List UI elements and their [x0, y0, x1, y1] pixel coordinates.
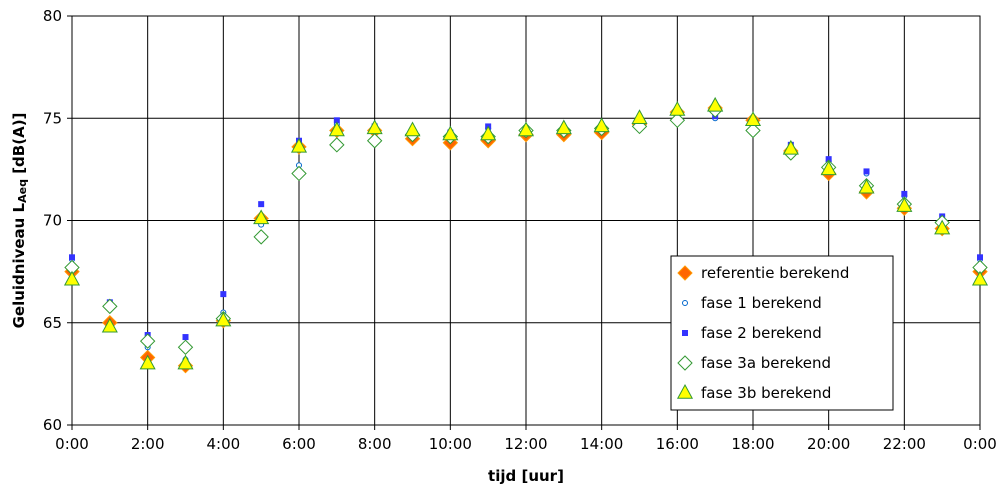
series-5	[63, 96, 989, 370]
x-tick-label: 16:00	[656, 435, 699, 453]
y-tick-label: 60	[43, 416, 62, 434]
legend-marker	[677, 265, 693, 281]
data-point	[139, 333, 156, 349]
data-point	[290, 137, 308, 153]
x-tick-label: 22:00	[883, 435, 926, 453]
data-point	[102, 298, 118, 315]
data-point	[669, 101, 686, 116]
data-point	[555, 119, 572, 135]
x-axis-title: tijd [uur]	[488, 467, 564, 485]
data-point	[215, 311, 232, 327]
x-tick-label: 2:00	[131, 435, 165, 453]
y-tick-label: 80	[43, 7, 62, 25]
legend-box	[670, 255, 894, 411]
data-point	[858, 178, 875, 194]
y-tick-label: 65	[43, 314, 62, 332]
data-point	[258, 201, 265, 208]
legend-marker	[682, 300, 688, 306]
x-tick-label: 6:00	[282, 435, 316, 453]
data-point	[631, 109, 648, 124]
legend-item: fase 3b berekend	[676, 383, 831, 402]
x-tick-label: 10:00	[429, 435, 472, 453]
y-axis-title-unit: [dB(A)]	[10, 113, 28, 179]
data-point	[820, 160, 837, 176]
data-point	[366, 133, 383, 149]
legend-label: fase 3b berekend	[701, 384, 831, 402]
x-tick-label: 8:00	[358, 435, 392, 453]
data-point	[220, 291, 227, 298]
x-tick-label: 18:00	[731, 435, 774, 453]
y-axis-title: Geluidniveau LAeq [dB(A)]	[10, 113, 29, 329]
legend-item: fase 1 berekend	[682, 294, 822, 312]
x-tick-label: 4:00	[206, 435, 240, 453]
x-tick-label: 20:00	[807, 435, 850, 453]
x-tick-label: 12:00	[504, 435, 547, 453]
legend-label: fase 2 berekend	[701, 324, 822, 342]
data-point	[139, 354, 156, 370]
y-axis-title-subscript: Aeq	[16, 179, 29, 203]
data-point	[669, 112, 686, 129]
data-point	[291, 165, 307, 182]
legend-item: fase 2 berekend	[682, 324, 822, 342]
y-tick-label: 75	[43, 109, 62, 127]
y-tick-label: 70	[43, 212, 62, 230]
data-point	[707, 96, 724, 112]
legend-marker	[682, 330, 688, 336]
data-point	[63, 270, 81, 286]
data-point	[971, 270, 989, 286]
x-tick-label: 14:00	[580, 435, 623, 453]
data-point	[366, 119, 383, 135]
legend: referentie berekend fase 1 berekend fase 2…	[670, 255, 894, 411]
data-point	[977, 254, 983, 261]
data-point	[517, 121, 535, 137]
data-point	[101, 317, 118, 333]
legend-label: referentie berekend	[701, 264, 849, 282]
data-point	[69, 254, 75, 261]
data-point	[480, 125, 497, 141]
legend-item: referentie berekend	[677, 264, 849, 282]
data-point	[896, 197, 913, 212]
data-series	[63, 96, 989, 374]
data-point	[593, 117, 610, 133]
legend-marker	[677, 355, 693, 371]
data-point	[329, 137, 345, 153]
legend-label: fase 1 berekend	[701, 294, 822, 312]
y-axis-title-main: Geluidniveau L	[10, 202, 28, 328]
data-point	[177, 354, 194, 370]
data-point	[182, 334, 189, 341]
data-point	[253, 209, 270, 225]
x-tick-label: 0:00	[963, 435, 997, 453]
legend-label: fase 3a berekend	[701, 354, 831, 372]
data-point	[744, 111, 762, 126]
data-point	[328, 121, 345, 137]
legend-item: fase 3a berekend	[677, 354, 831, 372]
data-point	[863, 168, 870, 175]
legend-marker	[676, 383, 694, 399]
axis-ticks: 0:00 2:00 4:00 6:00 8:00 10:00 12:00 14:00 16:00…	[43, 7, 997, 453]
data-point	[404, 121, 421, 137]
data-point	[253, 229, 269, 245]
data-point	[442, 125, 459, 141]
data-point	[177, 339, 194, 355]
data-point	[745, 122, 761, 139]
data-point	[934, 219, 951, 235]
x-tick-label: 0:00	[55, 435, 89, 453]
data-point	[782, 139, 799, 155]
data-point	[901, 190, 908, 197]
